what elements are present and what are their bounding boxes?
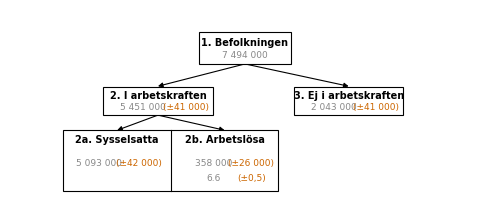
Text: 7 494 000: 7 494 000	[222, 51, 268, 60]
Text: (±41 000): (±41 000)	[163, 103, 209, 112]
Text: 5 093 000: 5 093 000	[76, 159, 122, 168]
Text: 1. Befolkningen: 1. Befolkningen	[201, 38, 289, 48]
Text: (±42 000): (±42 000)	[117, 159, 163, 168]
Text: 2. I arbetskraften: 2. I arbetskraften	[109, 91, 206, 101]
Text: (±26 000): (±26 000)	[228, 159, 274, 168]
Text: 2a. Sysselsatta: 2a. Sysselsatta	[76, 135, 159, 145]
Text: 5 451 000: 5 451 000	[120, 103, 166, 112]
Bar	[64, 130, 278, 191]
Text: 6.6: 6.6	[206, 174, 221, 182]
Text: (±41 000): (±41 000)	[354, 103, 400, 112]
Bar	[199, 32, 291, 64]
Text: (±0,5): (±0,5)	[237, 174, 266, 182]
Text: 3. Ej i arbetskraften: 3. Ej i arbetskraften	[293, 91, 404, 101]
Text: 358 000: 358 000	[195, 159, 232, 168]
Text: 2b. Arbetslösa: 2b. Arbetslösa	[185, 135, 264, 145]
Text: 2 043 000: 2 043 000	[311, 103, 357, 112]
Bar	[103, 87, 213, 115]
Bar	[294, 87, 403, 115]
